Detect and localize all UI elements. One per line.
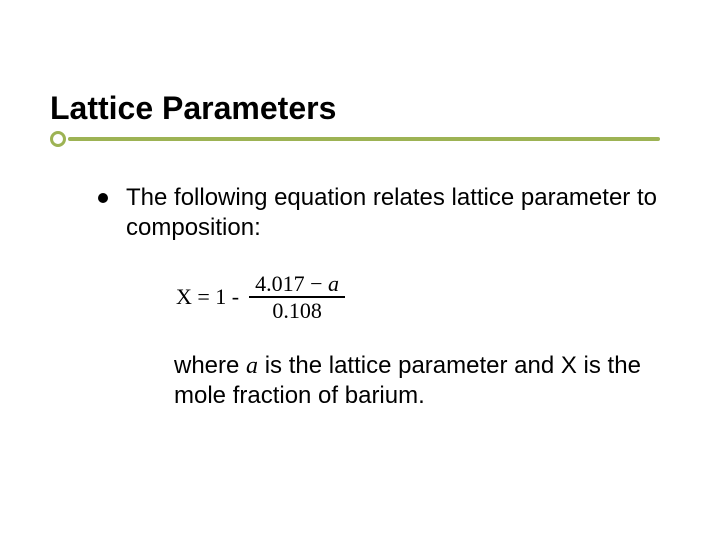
slide-title: Lattice Parameters bbox=[50, 90, 670, 127]
bullet-item: The following equation relates lattice p… bbox=[98, 183, 670, 243]
title-underline bbox=[50, 135, 660, 155]
slide-container: Lattice Parameters The following equatio… bbox=[0, 0, 720, 540]
content-area: The following equation relates lattice p… bbox=[50, 183, 670, 411]
bullet-dot-icon bbox=[98, 193, 108, 203]
equation-lhs: X = 1 - bbox=[176, 284, 239, 310]
equation-denominator: 0.108 bbox=[266, 298, 328, 323]
followup-text: where a is the lattice parameter and X i… bbox=[98, 351, 670, 411]
bullet-text: The following equation relates lattice p… bbox=[126, 183, 670, 243]
equation: X = 1 - 4.017 − a 0.108 bbox=[176, 271, 670, 323]
equation-num-prefix: 4.017 − bbox=[255, 271, 328, 296]
equation-numerator: 4.017 − a bbox=[249, 271, 345, 296]
followup-p1: where bbox=[174, 352, 246, 379]
underline-circle-icon bbox=[50, 131, 66, 147]
equation-fraction: 4.017 − a 0.108 bbox=[249, 271, 345, 323]
underline-bar bbox=[68, 137, 660, 141]
equation-num-var: a bbox=[328, 271, 339, 296]
followup-var-a: a bbox=[246, 353, 258, 379]
